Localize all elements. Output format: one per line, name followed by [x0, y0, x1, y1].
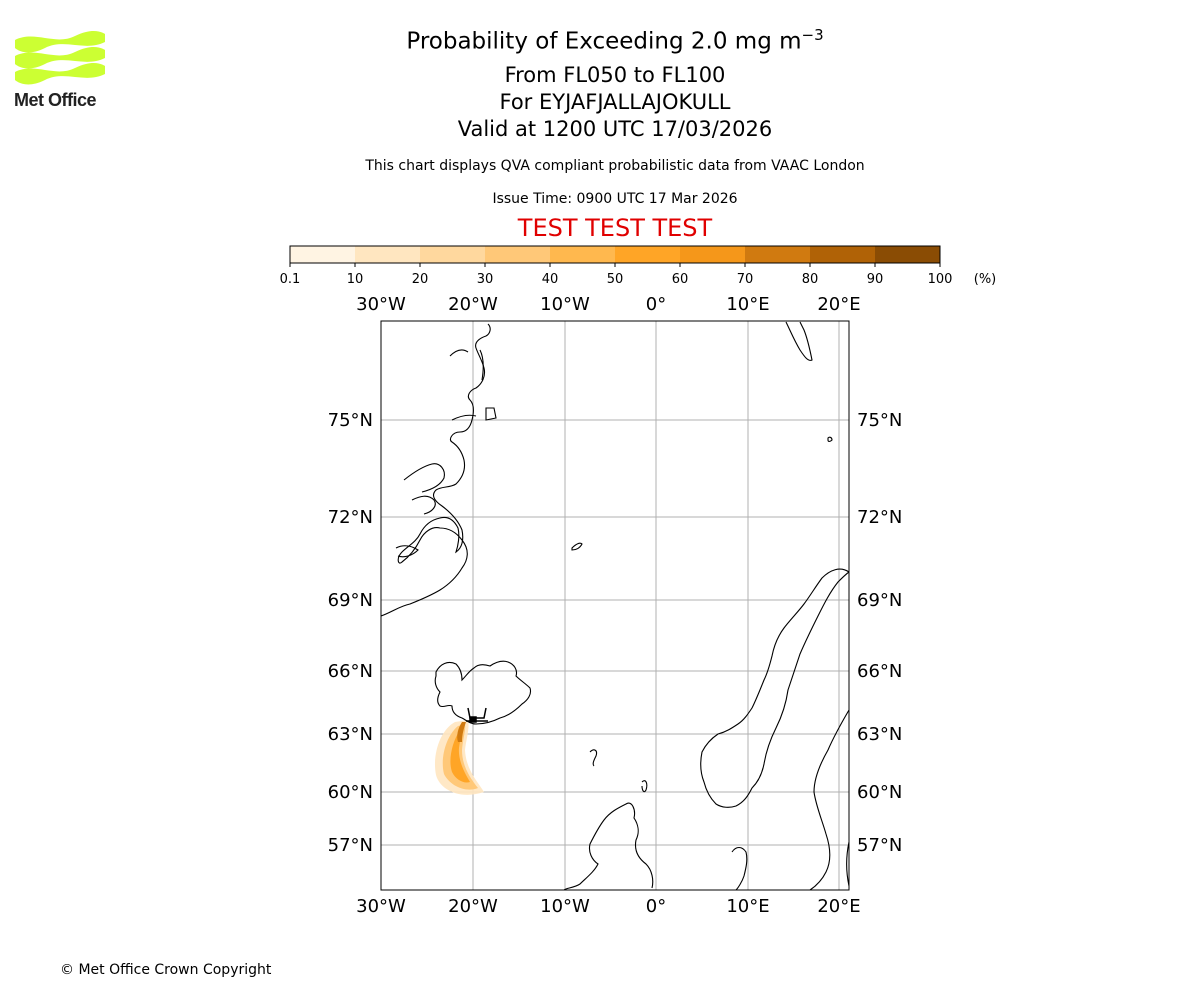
lon-label: 20°E: [817, 294, 860, 315]
coast-faroe: [589, 749, 598, 767]
volcano-name: For EYJAFJALLAJOKULL: [499, 90, 731, 114]
colorbar-segment: [875, 246, 941, 263]
colorbar-tick-label: 50: [607, 272, 624, 287]
lon-label: 30°W: [356, 294, 406, 315]
plume-inner: [450, 728, 470, 783]
lon-label: 30°W: [356, 896, 406, 917]
logo-wave-2: [15, 46, 105, 69]
map: [380, 320, 850, 891]
lat-labels-left: 75°N 72°N 69°N 66°N 63°N 60°N 57°N: [328, 410, 373, 856]
coast-greenland-north: [449, 349, 497, 421]
lat-label: 69°N: [328, 590, 373, 611]
chart-title-exponent: −3: [801, 26, 824, 44]
lon-labels-bottom: 30°W 20°W 10°W 0° 10°E 20°E: [356, 896, 860, 917]
lon-labels-top: 30°W 20°W 10°W 0° 10°E 20°E: [356, 294, 860, 315]
coast-greenland-fjord-2: [411, 495, 436, 515]
colorbar-tick-label: 60: [672, 272, 689, 287]
coast-denmark: [731, 846, 748, 891]
colorbar-tick-label: 0.1: [280, 272, 301, 287]
colorbar-segment: [680, 246, 746, 263]
lat-labels-right: 75°N 72°N 69°N 66°N 63°N 60°N 57°N: [857, 410, 902, 856]
coast-shetland: [641, 780, 648, 793]
lon-label: 10°W: [540, 896, 590, 917]
disclaimer: This chart displays QVA compliant probab…: [365, 158, 865, 174]
flight-levels: From FL050 to FL100: [504, 63, 726, 87]
lon-label: 10°E: [726, 896, 769, 917]
colorbar-segment: [745, 246, 811, 263]
lat-label: 66°N: [328, 661, 373, 682]
coast-norway: [700, 568, 850, 808]
plume-mid: [442, 724, 478, 790]
lat-label: 69°N: [857, 590, 902, 611]
copyright: © Met Office Crown Copyright: [60, 962, 272, 978]
coast-greenland-fjord-1: [403, 463, 445, 493]
test-banner: TEST TEST TEST: [517, 214, 713, 242]
lon-label: 20°W: [448, 896, 498, 917]
colorbar-segment: [420, 246, 486, 263]
colorbar-segment: [290, 246, 356, 263]
colorbar-segment: [355, 246, 421, 263]
coast-greenland-fjord-3: [395, 545, 419, 558]
lon-label: 20°W: [448, 294, 498, 315]
lat-label: 63°N: [857, 724, 902, 745]
colorbar-segment: [550, 246, 616, 263]
lat-label: 75°N: [857, 410, 902, 431]
chart-title: Probability of Exceeding 2.0 mg m−3: [0, 26, 1200, 55]
valid-time: Valid at 1200 UTC 17/03/2026: [457, 117, 773, 141]
map-frame: [380, 320, 850, 891]
lon-label: 20°E: [817, 896, 860, 917]
chart-title-text: Probability of Exceeding 2.0 mg m: [406, 28, 802, 55]
coast-bear-island: [827, 436, 833, 443]
coast-sweden: [809, 709, 850, 891]
lon-label: 10°W: [540, 294, 590, 315]
lat-label: 57°N: [328, 835, 373, 856]
colorbar-tick-label: 30: [477, 272, 494, 287]
colorbar-tick-label: 10: [347, 272, 364, 287]
logo-wave-3: [15, 62, 105, 85]
colorbar-segment: [485, 246, 551, 263]
colorbar-tick-label: 100: [928, 272, 953, 287]
lon-label: 10°E: [726, 294, 769, 315]
coast-iceland: [434, 660, 532, 725]
colorbar-tick-label: 70: [737, 272, 754, 287]
lon-label: 0°: [646, 294, 666, 315]
lat-label: 57°N: [857, 835, 902, 856]
coast-gulf-bothnia: [846, 841, 850, 887]
lat-label: 60°N: [328, 782, 373, 803]
lat-label: 72°N: [857, 507, 902, 528]
colorbar-tick-label: 90: [867, 272, 884, 287]
lat-label: 60°N: [857, 782, 902, 803]
coast-svalbard: [785, 321, 813, 361]
lat-label: 66°N: [857, 661, 902, 682]
eruption-source: [466, 707, 488, 723]
colorbar-segment: [615, 246, 681, 263]
colorbar-tick-label: 40: [542, 272, 559, 287]
colorbar-tick-label: 20: [412, 272, 429, 287]
logo-wave-1: [15, 30, 105, 53]
lon-label: 0°: [646, 896, 666, 917]
colorbar-segment: [810, 246, 876, 263]
ash-plume: [434, 720, 484, 795]
coast-scotland: [563, 802, 654, 891]
met-office-logo: [15, 30, 105, 85]
colorbar: 0.1 10 20 30 40 50 60 70 80 90 100 (%): [280, 245, 997, 287]
lat-label: 72°N: [328, 507, 373, 528]
plume-core: [457, 722, 466, 742]
colorbar-tick-label: 80: [802, 272, 819, 287]
colorbar-unit: (%): [974, 272, 997, 287]
coast-jan-mayen: [571, 542, 583, 551]
logo-text: Met Office: [14, 90, 97, 110]
lat-label: 63°N: [328, 724, 373, 745]
lat-label: 75°N: [328, 410, 373, 431]
issue-time: Issue Time: 0900 UTC 17 Mar 2026: [492, 191, 738, 207]
